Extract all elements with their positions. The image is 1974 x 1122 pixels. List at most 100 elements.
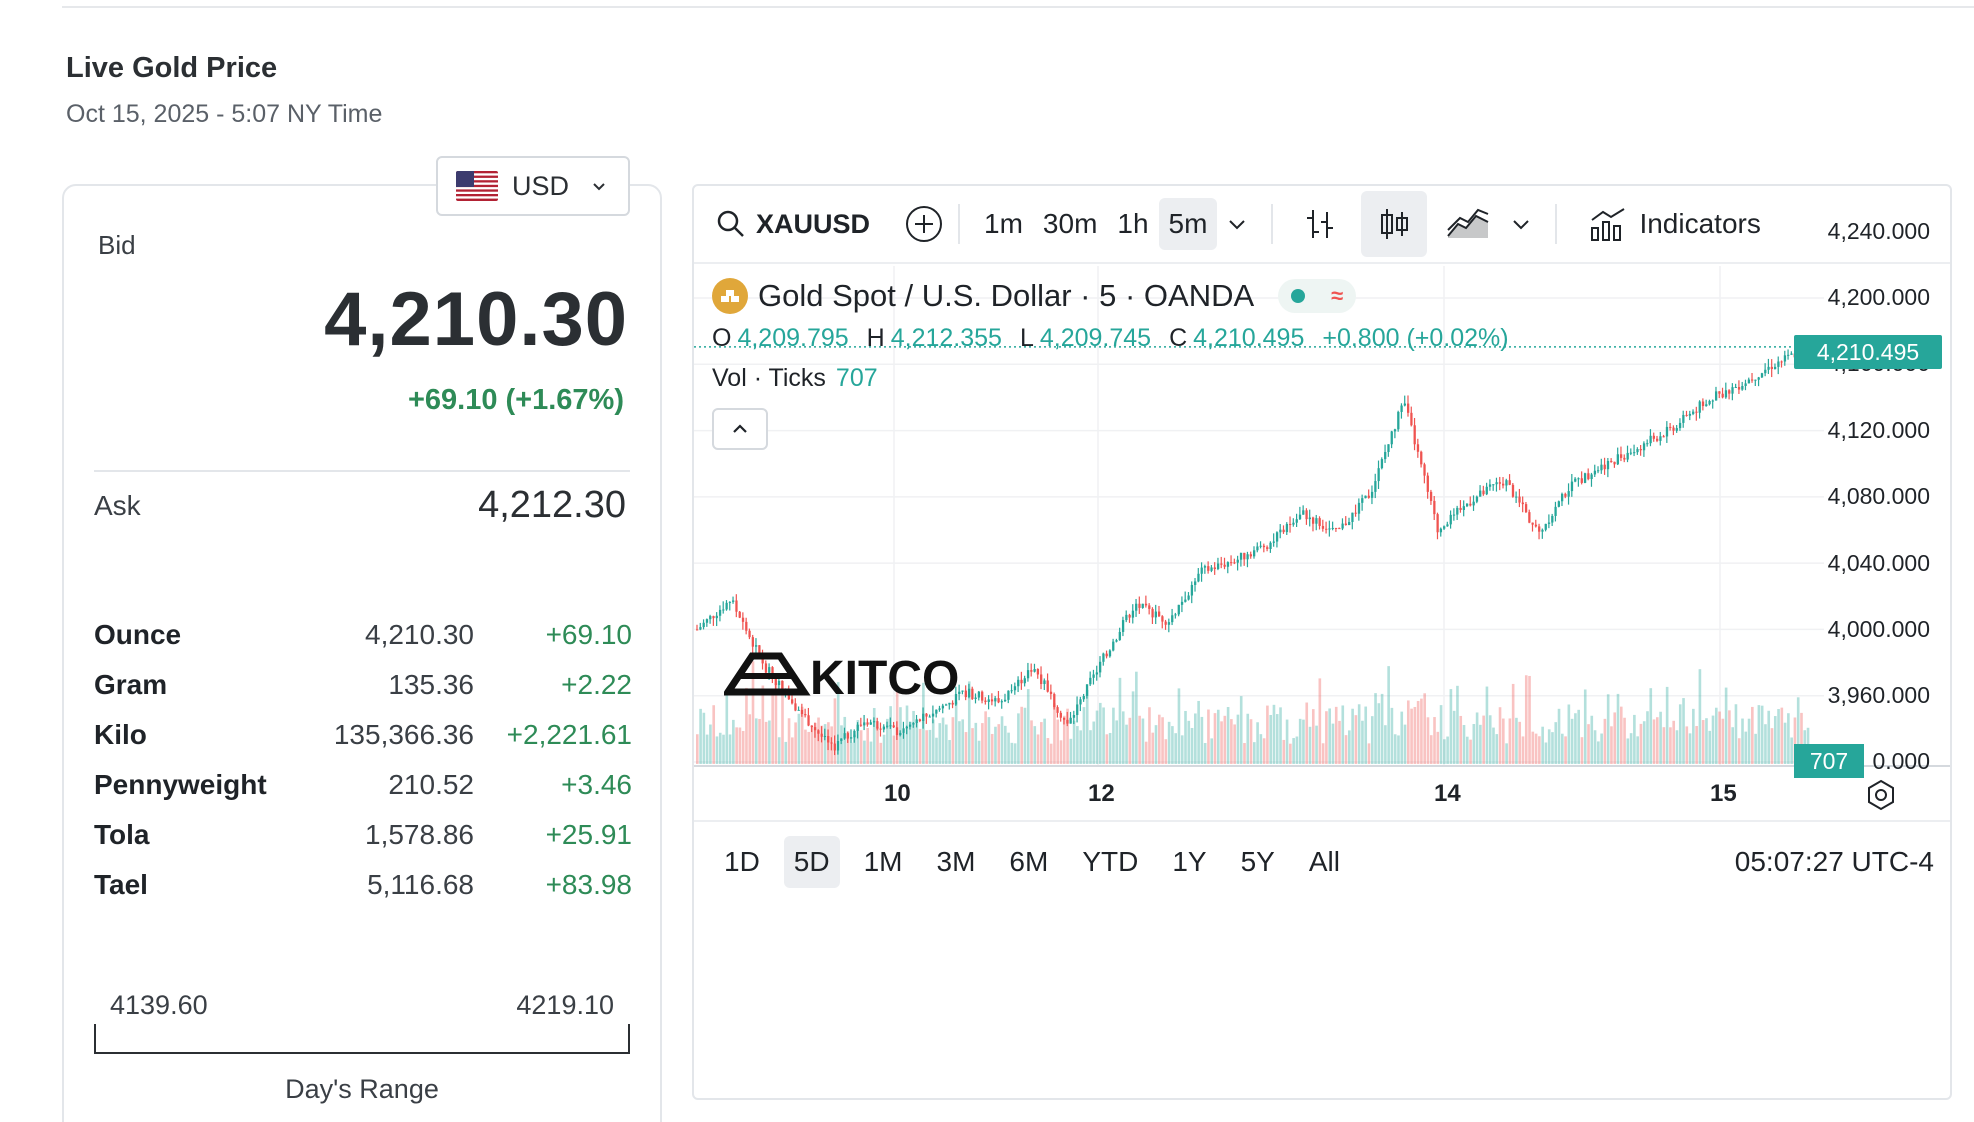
volume-bar <box>1013 743 1017 764</box>
candle-body <box>1482 490 1485 495</box>
volume-bar <box>1135 671 1138 764</box>
volume-bar <box>889 706 892 764</box>
candle-body <box>1007 690 1010 700</box>
volume-bar <box>1203 743 1207 764</box>
volume-bar <box>1711 715 1715 764</box>
volume-bar <box>1161 717 1164 764</box>
area-chart-type-icon[interactable] <box>1435 191 1501 257</box>
volume-bar <box>1282 739 1286 764</box>
volume-bar <box>1062 715 1066 764</box>
volume-bar <box>1492 727 1495 764</box>
range-1y[interactable]: 1Y <box>1172 846 1207 877</box>
candle-body <box>1311 517 1315 524</box>
volume-bar <box>951 717 955 764</box>
interval-5m[interactable]: 5m <box>1158 198 1218 250</box>
candle-body <box>699 627 702 630</box>
volume-bar <box>1456 685 1459 764</box>
candle-body <box>1662 436 1665 438</box>
candle-body <box>1079 699 1082 705</box>
ask-label: Ask <box>94 490 141 521</box>
candle-body <box>1292 522 1295 525</box>
candle-body <box>709 616 712 620</box>
range-1m[interactable]: 1M <box>863 846 903 877</box>
volume-bar <box>1023 707 1027 764</box>
volume-bar <box>1049 743 1053 764</box>
volume-bar <box>859 730 863 764</box>
volume-bar <box>1587 724 1590 764</box>
candle-body <box>840 738 843 742</box>
volume-bar <box>905 705 909 764</box>
candle-body <box>1393 429 1397 432</box>
candle-body <box>1528 512 1531 523</box>
volume-bar <box>1397 735 1400 764</box>
candle-body <box>725 602 728 610</box>
candle-body <box>1623 457 1626 460</box>
interval-1m[interactable]: 1m <box>984 208 1023 239</box>
interval-30m[interactable]: 30m <box>1042 208 1098 239</box>
volume-bar <box>987 717 991 764</box>
candle-body <box>1597 470 1600 472</box>
range-3m[interactable]: 3M <box>936 846 976 877</box>
candle-body <box>768 667 771 673</box>
candle-body <box>1439 528 1443 533</box>
candle-body <box>1269 542 1272 549</box>
candle-body <box>849 737 853 739</box>
currency-select[interactable]: USD <box>436 156 630 216</box>
volume-bar <box>1423 693 1426 764</box>
candle-body <box>1603 464 1606 470</box>
bar-chart-type-icon[interactable] <box>1287 191 1353 257</box>
candle-body <box>846 733 850 739</box>
candle-body <box>1344 523 1348 526</box>
candle-body <box>712 616 715 619</box>
range-all[interactable]: All <box>1308 846 1340 877</box>
candle-body <box>869 722 872 725</box>
symbol-search[interactable]: XAUUSD <box>716 209 870 240</box>
candle-body <box>971 688 974 699</box>
unit-change: +25.91 <box>545 819 632 850</box>
volume-bar <box>1328 708 1331 764</box>
interval-1h[interactable]: 1h <box>1117 208 1149 239</box>
range-5d[interactable]: 5D <box>783 836 840 888</box>
volume-bar <box>1036 734 1040 764</box>
candlestick-chart-type-icon[interactable] <box>1361 191 1428 257</box>
candle-body <box>1223 564 1226 567</box>
volume-bar <box>1184 710 1187 764</box>
chart-type-dropdown-icon[interactable] <box>1501 204 1541 244</box>
volume-bar <box>876 726 879 764</box>
indicators-button[interactable]: Indicators <box>1589 206 1761 242</box>
candle-body <box>843 733 846 739</box>
volume-bar <box>1760 705 1764 764</box>
volume-bar <box>1403 724 1407 764</box>
candle-body <box>915 719 918 724</box>
collapse-legend-button[interactable] <box>712 408 768 450</box>
volume-bar <box>1744 731 1748 764</box>
volume-bar <box>1249 719 1253 764</box>
candle-body <box>1364 495 1367 499</box>
volume-bar <box>1406 700 1410 764</box>
volume-bar <box>1698 669 1702 764</box>
range-1d[interactable]: 1D <box>724 846 760 877</box>
range-6m[interactable]: 6M <box>1009 846 1049 877</box>
y-tick-label: 0.000 <box>1872 748 1930 774</box>
candle-body <box>1420 451 1423 465</box>
volume-bar <box>1357 704 1361 764</box>
interval-dropdown-icon[interactable] <box>1217 204 1257 244</box>
currency-label: USD <box>512 170 570 201</box>
candle-body <box>1639 449 1642 451</box>
volume-bar <box>1790 737 1793 764</box>
volume-bar <box>1390 707 1394 764</box>
candle-body <box>1040 674 1043 685</box>
candle-body <box>1515 496 1518 498</box>
chart-settings-icon[interactable] <box>1864 778 1898 812</box>
volume-bar <box>836 682 840 764</box>
volume-bar <box>1764 724 1767 764</box>
volume-bar <box>863 740 866 764</box>
x-tick-label: 12 <box>1088 780 1115 807</box>
volume-bar <box>725 695 729 764</box>
range-5y[interactable]: 5Y <box>1240 846 1275 877</box>
y-tick-label: 4,040.000 <box>1827 550 1930 576</box>
range-ytd[interactable]: YTD <box>1082 846 1139 877</box>
price-chart[interactable] <box>694 186 1952 1020</box>
compare-add-icon[interactable] <box>904 204 944 244</box>
candle-body <box>974 697 977 699</box>
